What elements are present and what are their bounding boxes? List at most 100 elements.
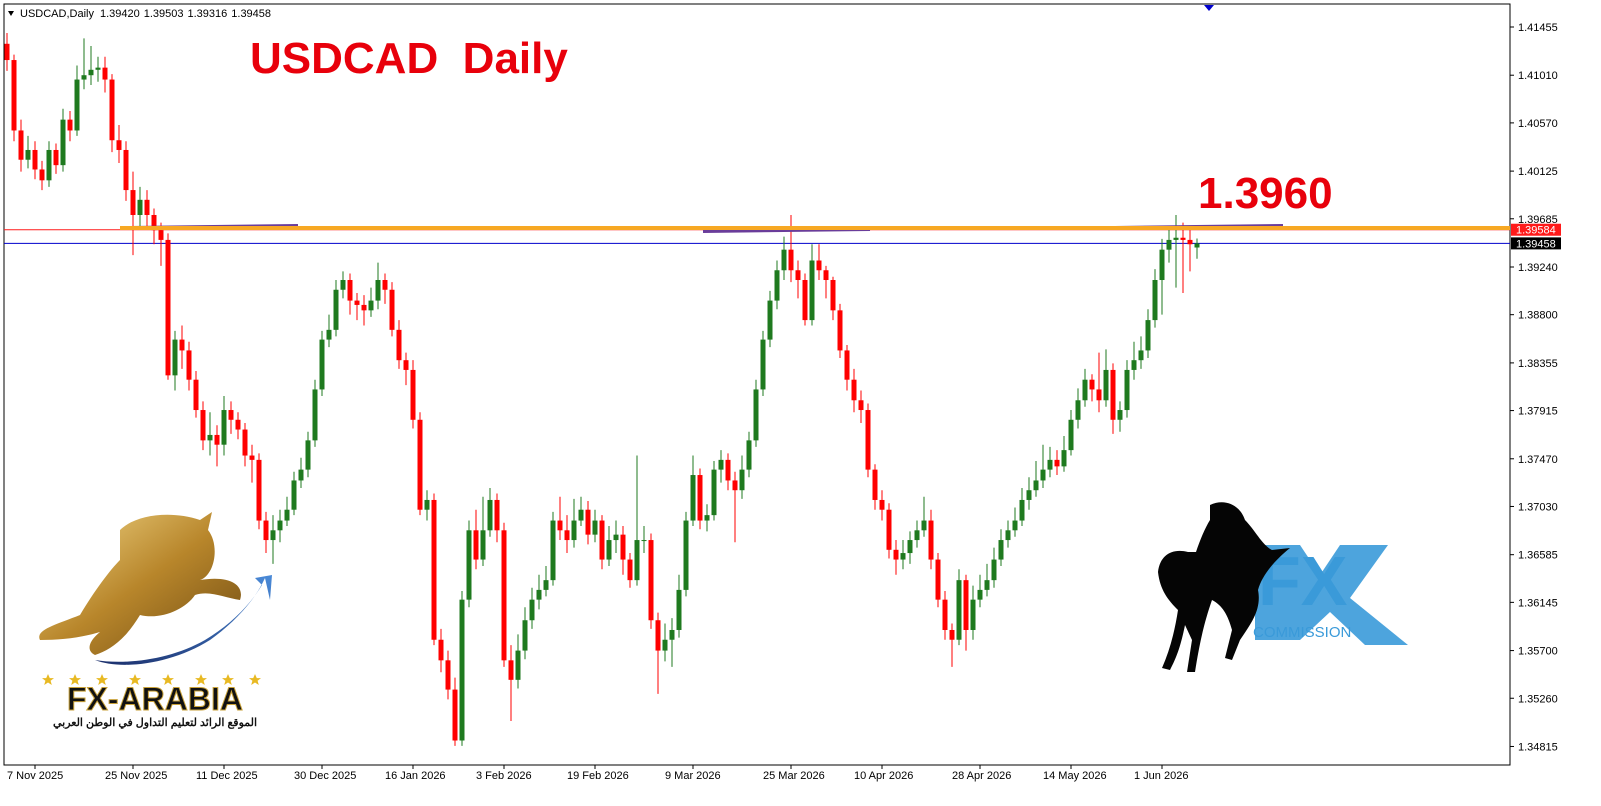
candle-body [963, 580, 969, 630]
candle-body [228, 410, 234, 420]
candle-body [319, 339, 325, 390]
candle-body [487, 499, 493, 531]
candle-body [74, 79, 80, 131]
y-tick-label: 1.37030 [1518, 501, 1558, 513]
candle-body [123, 149, 129, 191]
candle-body [410, 369, 416, 420]
candle-body [88, 69, 94, 76]
candle-body [438, 639, 444, 661]
y-tick-label: 1.39240 [1518, 262, 1558, 274]
header-low: 1.39316 [188, 8, 228, 20]
candle-body [865, 410, 871, 470]
black-horse [1158, 502, 1290, 672]
candle-body [459, 599, 465, 741]
candle-body [186, 350, 192, 380]
candle-body [781, 249, 787, 271]
candle-body [606, 540, 612, 560]
candle-body [564, 530, 570, 541]
candle-body [662, 639, 668, 651]
candle-body [67, 119, 73, 131]
x-tick-label: 11 Dec 2025 [196, 770, 258, 782]
candle-body [949, 629, 955, 640]
candle-body [39, 169, 45, 181]
candle-body [928, 520, 934, 560]
candle-body [774, 270, 780, 301]
y-tick-label: 1.39685 [1518, 214, 1558, 226]
candle-body [788, 249, 794, 271]
candle-body [991, 559, 997, 581]
candle-body [718, 459, 724, 470]
y-tick-label: 1.36585 [1518, 550, 1558, 562]
price-label-box [1511, 237, 1561, 250]
candle-body [648, 540, 654, 621]
fx-shape [1255, 545, 1408, 645]
x-tick-label: 10 Apr 2026 [854, 770, 913, 782]
candle-body [1061, 450, 1067, 467]
candle-body [1124, 369, 1130, 411]
candle-body [25, 149, 31, 160]
chart-title: USDCAD Daily [250, 34, 568, 83]
candle-body [515, 650, 521, 680]
candle-body [942, 599, 948, 630]
candle-body [844, 350, 850, 380]
candle-body [249, 455, 255, 460]
candle-body [263, 520, 269, 541]
candle-body [1047, 459, 1053, 470]
candle-body [417, 419, 423, 510]
candle-body [1082, 379, 1088, 401]
candle-body [550, 520, 556, 581]
candle-body [746, 440, 752, 470]
symbol: USDCAD,Daily [20, 8, 94, 20]
candle-body [102, 67, 108, 80]
candle-body [872, 469, 878, 500]
candle-body [879, 499, 885, 510]
candle-body [11, 60, 17, 131]
candle-body [886, 509, 892, 550]
candle-body [557, 520, 563, 531]
candle-body [1194, 243, 1200, 248]
y-tick-label: 1.34815 [1518, 741, 1558, 753]
candle-body [753, 389, 759, 441]
candle-body [242, 429, 248, 456]
candle-body [151, 214, 157, 231]
candle-body [501, 530, 507, 661]
candle-body [711, 469, 717, 516]
candle-body [403, 360, 409, 370]
candle-body [270, 530, 276, 541]
candle-body [382, 280, 388, 290]
candle-body [592, 520, 598, 535]
candle-body [956, 580, 962, 640]
candle-body [32, 149, 38, 170]
candle-body [725, 459, 731, 481]
x-tick-label: 28 Apr 2026 [952, 770, 1011, 782]
candle-body [935, 559, 941, 600]
candle-body [431, 499, 437, 640]
candle-body [277, 520, 283, 531]
candle-body [60, 119, 66, 166]
candle-body [207, 434, 213, 441]
candle-body [109, 79, 115, 141]
candle-body [914, 530, 920, 541]
candle-body [1033, 480, 1039, 491]
candle-body [795, 270, 801, 281]
y-tick-label: 1.41455 [1518, 22, 1558, 34]
candle-body [116, 140, 122, 150]
y-tick-label: 1.37470 [1518, 454, 1558, 466]
candle-body [760, 339, 766, 390]
candle-body [305, 440, 311, 470]
candle-body [1180, 237, 1186, 240]
candle-body [452, 689, 458, 741]
x-tick-label: 1 Jun 2026 [1134, 770, 1188, 782]
x-tick-label: 16 Jan 2026 [385, 770, 446, 782]
candle-body [1173, 237, 1179, 240]
candle-body [473, 530, 479, 560]
x-tick-label: 25 Nov 2025 [105, 770, 167, 782]
candle-body [284, 509, 290, 521]
candle-body [158, 230, 164, 240]
candle-body [144, 199, 150, 215]
x-tick-label: 30 Dec 2025 [294, 770, 356, 782]
candle-body [669, 629, 675, 640]
candle-body [655, 620, 661, 651]
